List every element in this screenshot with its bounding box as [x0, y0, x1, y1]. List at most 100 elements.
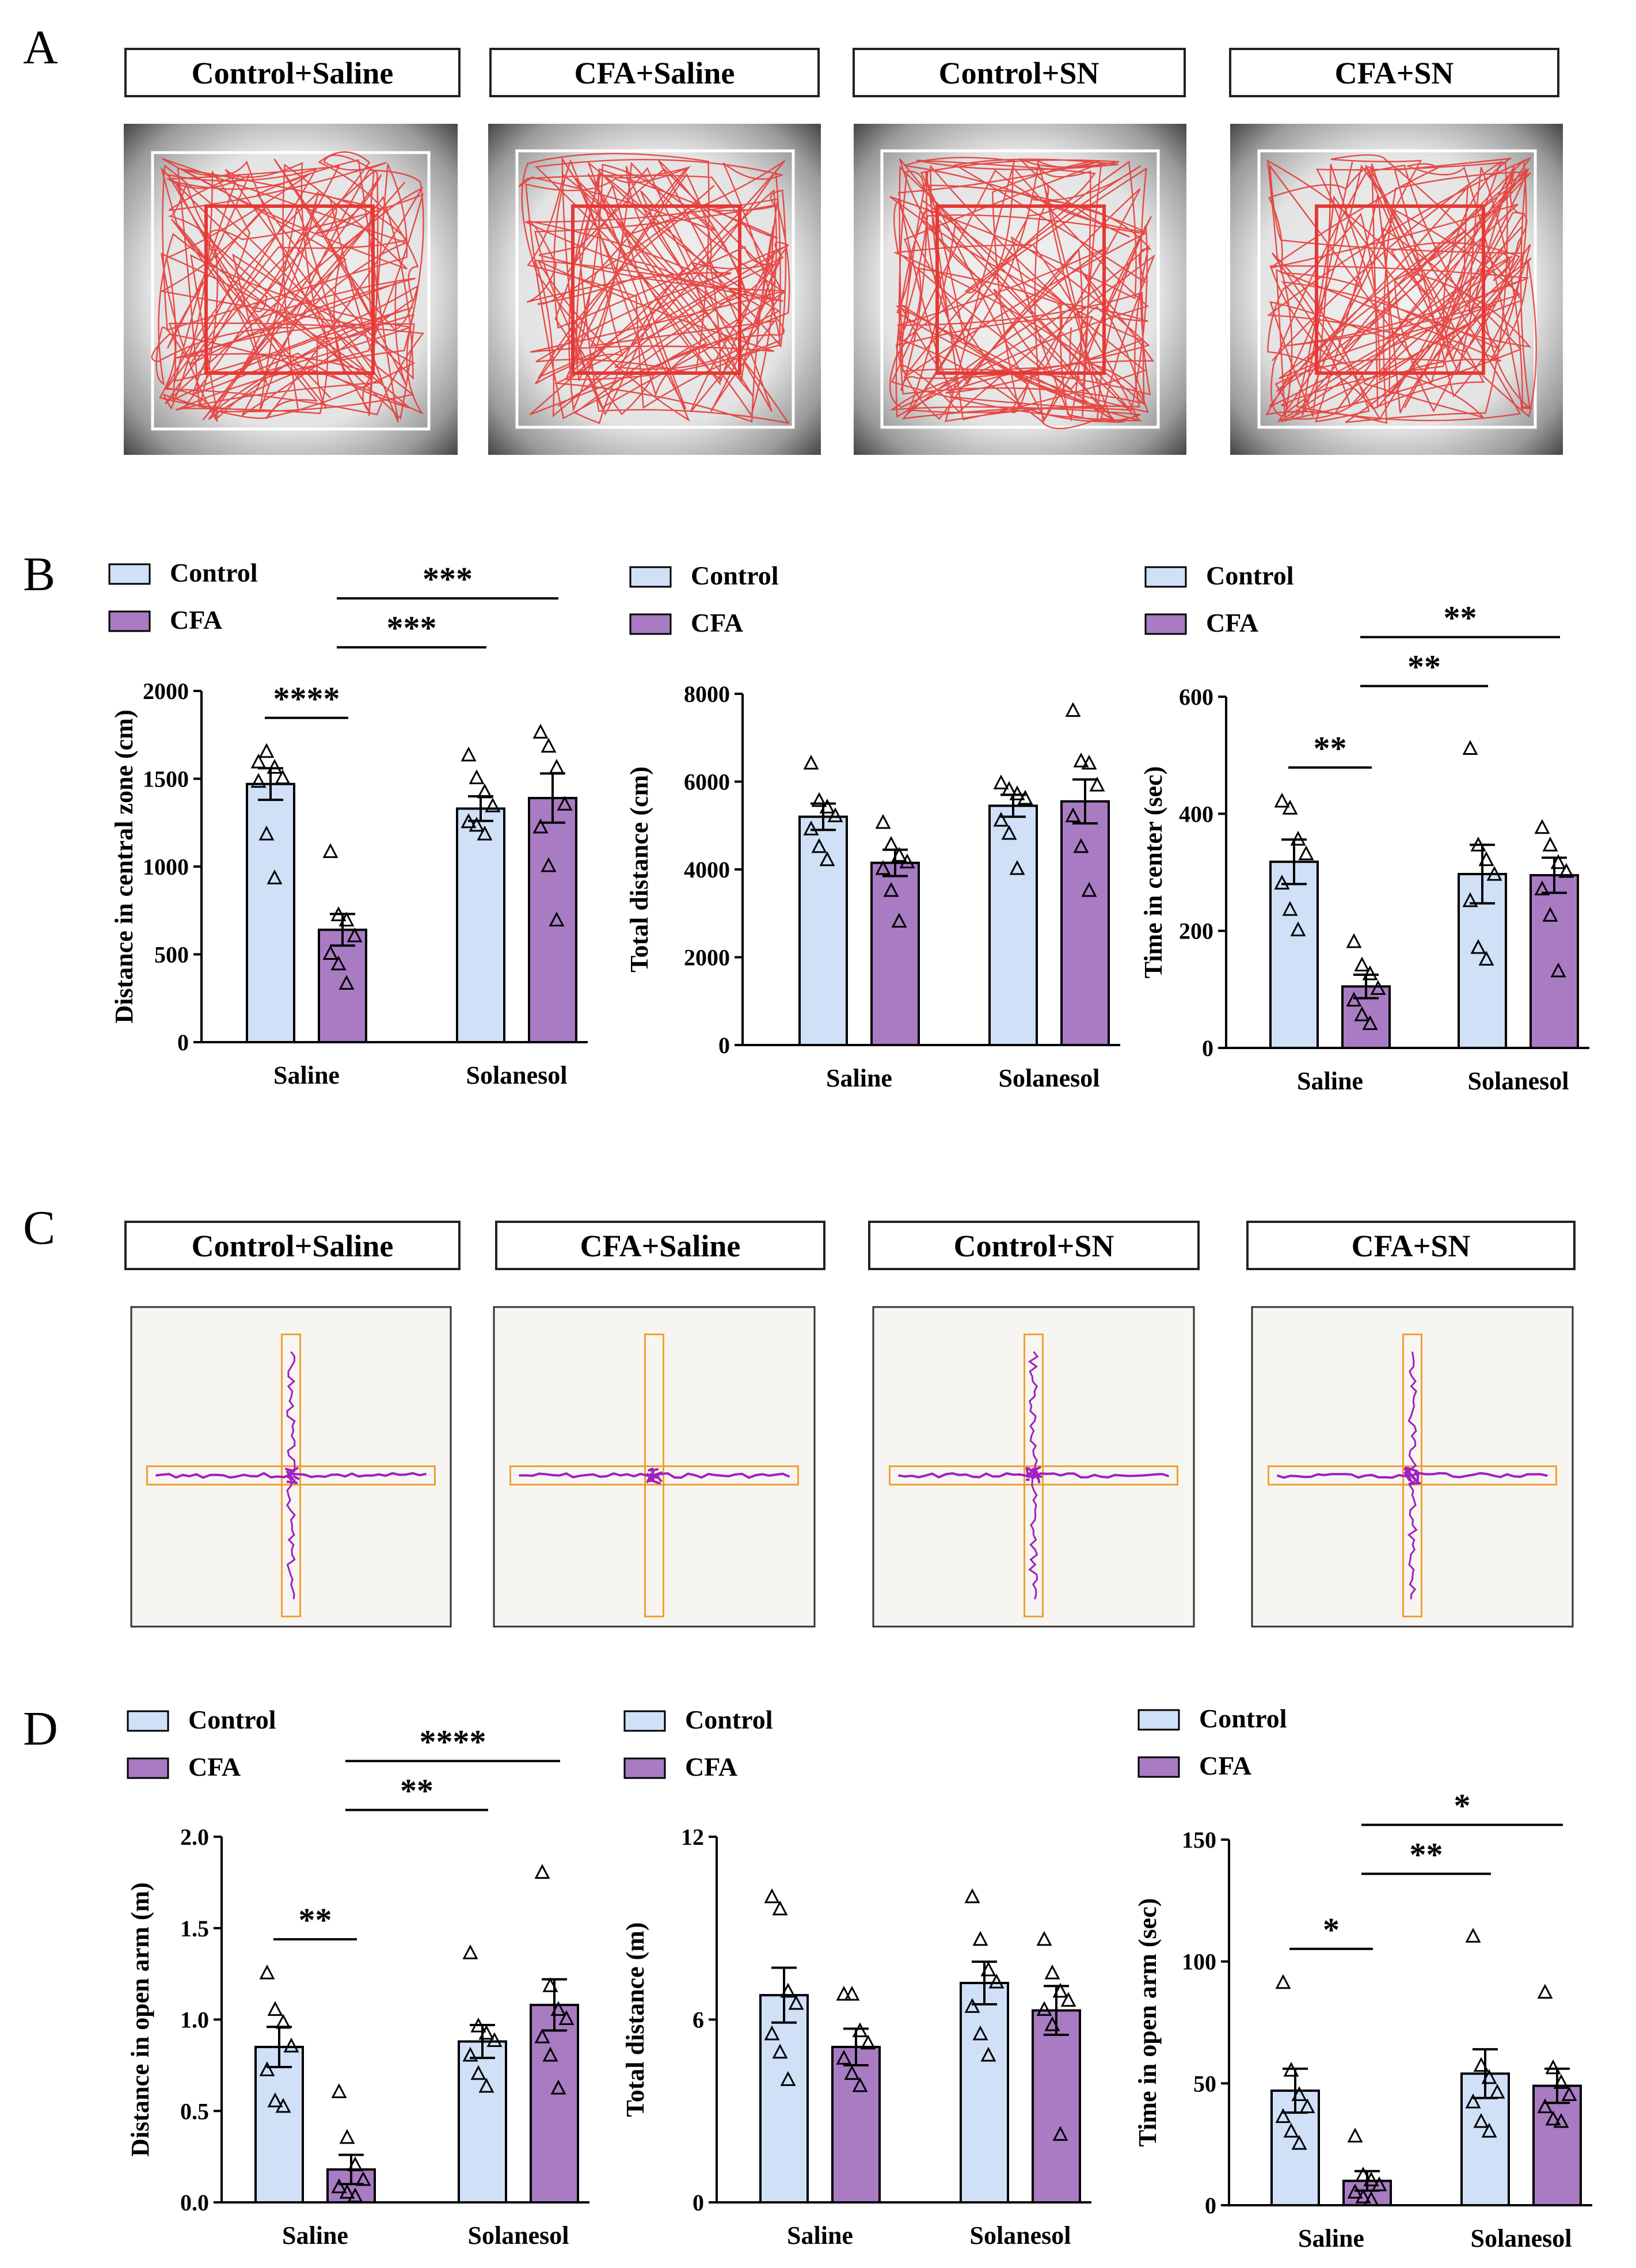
y-tick-label: 150 [1182, 1827, 1216, 1853]
legend-swatch-control [623, 1710, 666, 1732]
significance-label: ** [1314, 730, 1347, 767]
maze-track-center [1403, 1466, 1421, 1486]
y-tick-label: 1000 [143, 854, 189, 880]
data-point [532, 818, 549, 834]
data-point [1073, 752, 1089, 768]
data-point [275, 769, 291, 784]
label-a-control-sn: Control+SN [939, 56, 1099, 90]
data-point [542, 2046, 558, 2062]
maze-cfa-saline [493, 1306, 816, 1628]
legend-label-cfa: CFA [1206, 608, 1258, 637]
data-point [1354, 1006, 1370, 1021]
data-point [1275, 2108, 1291, 2123]
data-point [819, 851, 835, 867]
bar-control-saline [254, 2046, 304, 2204]
legend-label-cfa: CFA [188, 1752, 241, 1781]
data-point [1489, 2084, 1505, 2099]
data-point [469, 816, 485, 832]
label-a-cfa-sn: CFA+SN [1335, 56, 1454, 90]
x-category-label: Solanesol [1467, 1067, 1569, 1095]
data-point [811, 792, 827, 807]
y-tick-label: 50 [1193, 2071, 1216, 2096]
y-tick-label: 0 [718, 1032, 730, 1058]
data-point [1052, 1982, 1068, 1998]
x-category-label: Saline [282, 2221, 348, 2250]
data-point [836, 1985, 852, 2001]
y-tick-label: 500 [154, 942, 189, 968]
data-point [980, 1961, 996, 1977]
y-tick-label: 0.0 [180, 2190, 209, 2216]
data-point [1017, 789, 1033, 805]
legend-swatch-cfa [1137, 1756, 1180, 1778]
data-point [891, 846, 907, 862]
arena-cfa-saline [488, 124, 821, 455]
data-point [1291, 2134, 1307, 2150]
chart-d1-distance-open-arm: Control CFA 0.0 0.5 1.0 1.5 2.0 Distance in ope… [126, 1705, 589, 2250]
data-point [836, 2050, 852, 2065]
legend-label-cfa: CFA [691, 608, 743, 637]
data-point [883, 882, 899, 897]
data-point [250, 753, 267, 769]
chart-d3-time-in-open-arm: Control CFA 0 50 100 150 Time in open arm (sec… [1133, 1704, 1592, 2252]
data-point [1089, 776, 1105, 792]
arena-control-saline [124, 124, 458, 455]
data-point [267, 2001, 283, 2016]
maze-track-center [1025, 1466, 1043, 1484]
data-point [532, 723, 549, 739]
data-point [803, 820, 819, 835]
data-point [1545, 2110, 1561, 2126]
data-point [788, 1995, 804, 2010]
y-tick-label: 6000 [684, 769, 730, 795]
data-point [1355, 2166, 1371, 2182]
label-a-control-saline: Control+Saline [192, 56, 394, 90]
significance-label: *** [387, 609, 437, 647]
data-point [331, 2178, 347, 2194]
data-point [988, 1973, 1005, 1989]
data-point [972, 2025, 988, 2041]
x-category-label: Saline [787, 2221, 853, 2250]
data-point [1473, 2057, 1489, 2072]
x-category-label: Saline [1298, 2224, 1364, 2252]
data-point [1473, 2113, 1489, 2128]
x-category-label: Solanesol [969, 2221, 1071, 2250]
data-point [1060, 1992, 1076, 2007]
significance-label: ** [1407, 648, 1441, 686]
data-point [330, 955, 347, 971]
data-point [1274, 875, 1290, 890]
data-point [1542, 907, 1558, 922]
data-point [1346, 991, 1362, 1007]
legend-swatch-control [629, 566, 672, 588]
legend-swatch-cfa [629, 613, 672, 635]
x-category-label: Solanesol [998, 1064, 1099, 1092]
bar-control-solanesol [988, 804, 1038, 1046]
data-point [267, 2092, 283, 2107]
data-point [322, 945, 338, 960]
data-point [338, 975, 355, 990]
data-point [772, 2043, 788, 2059]
bar-control-solanesol [458, 2040, 507, 2204]
legend-swatch-cfa [623, 1757, 666, 1779]
data-point [1081, 754, 1097, 770]
maze-track-center [284, 1467, 300, 1484]
y-tick-label: 12 [681, 1824, 704, 1850]
legend-label-control: Control [1199, 1704, 1287, 1733]
x-category-label: Saline [826, 1064, 892, 1092]
data-point [267, 758, 283, 774]
data-point [478, 2077, 494, 2093]
data-point [1470, 939, 1486, 954]
legend-swatch-control [127, 1710, 169, 1732]
data-point [1275, 1974, 1291, 1989]
data-point [993, 811, 1009, 827]
data-point [1363, 2171, 1379, 2187]
maze-open-arm [889, 1465, 1178, 1486]
bar-control-saline [759, 1994, 809, 2204]
y-axis-label: Distance in central zone (cm) [110, 710, 138, 1024]
data-point [1081, 882, 1097, 897]
data-point [322, 843, 338, 858]
y-axis-label: Time in center (sec) [1139, 766, 1167, 979]
legend-label-control: Control [685, 1705, 773, 1734]
y-axis-label: Distance in open arm (m) [126, 1882, 154, 2157]
data-point [1462, 892, 1478, 907]
bar-cfa-solanesol [1530, 874, 1579, 1050]
